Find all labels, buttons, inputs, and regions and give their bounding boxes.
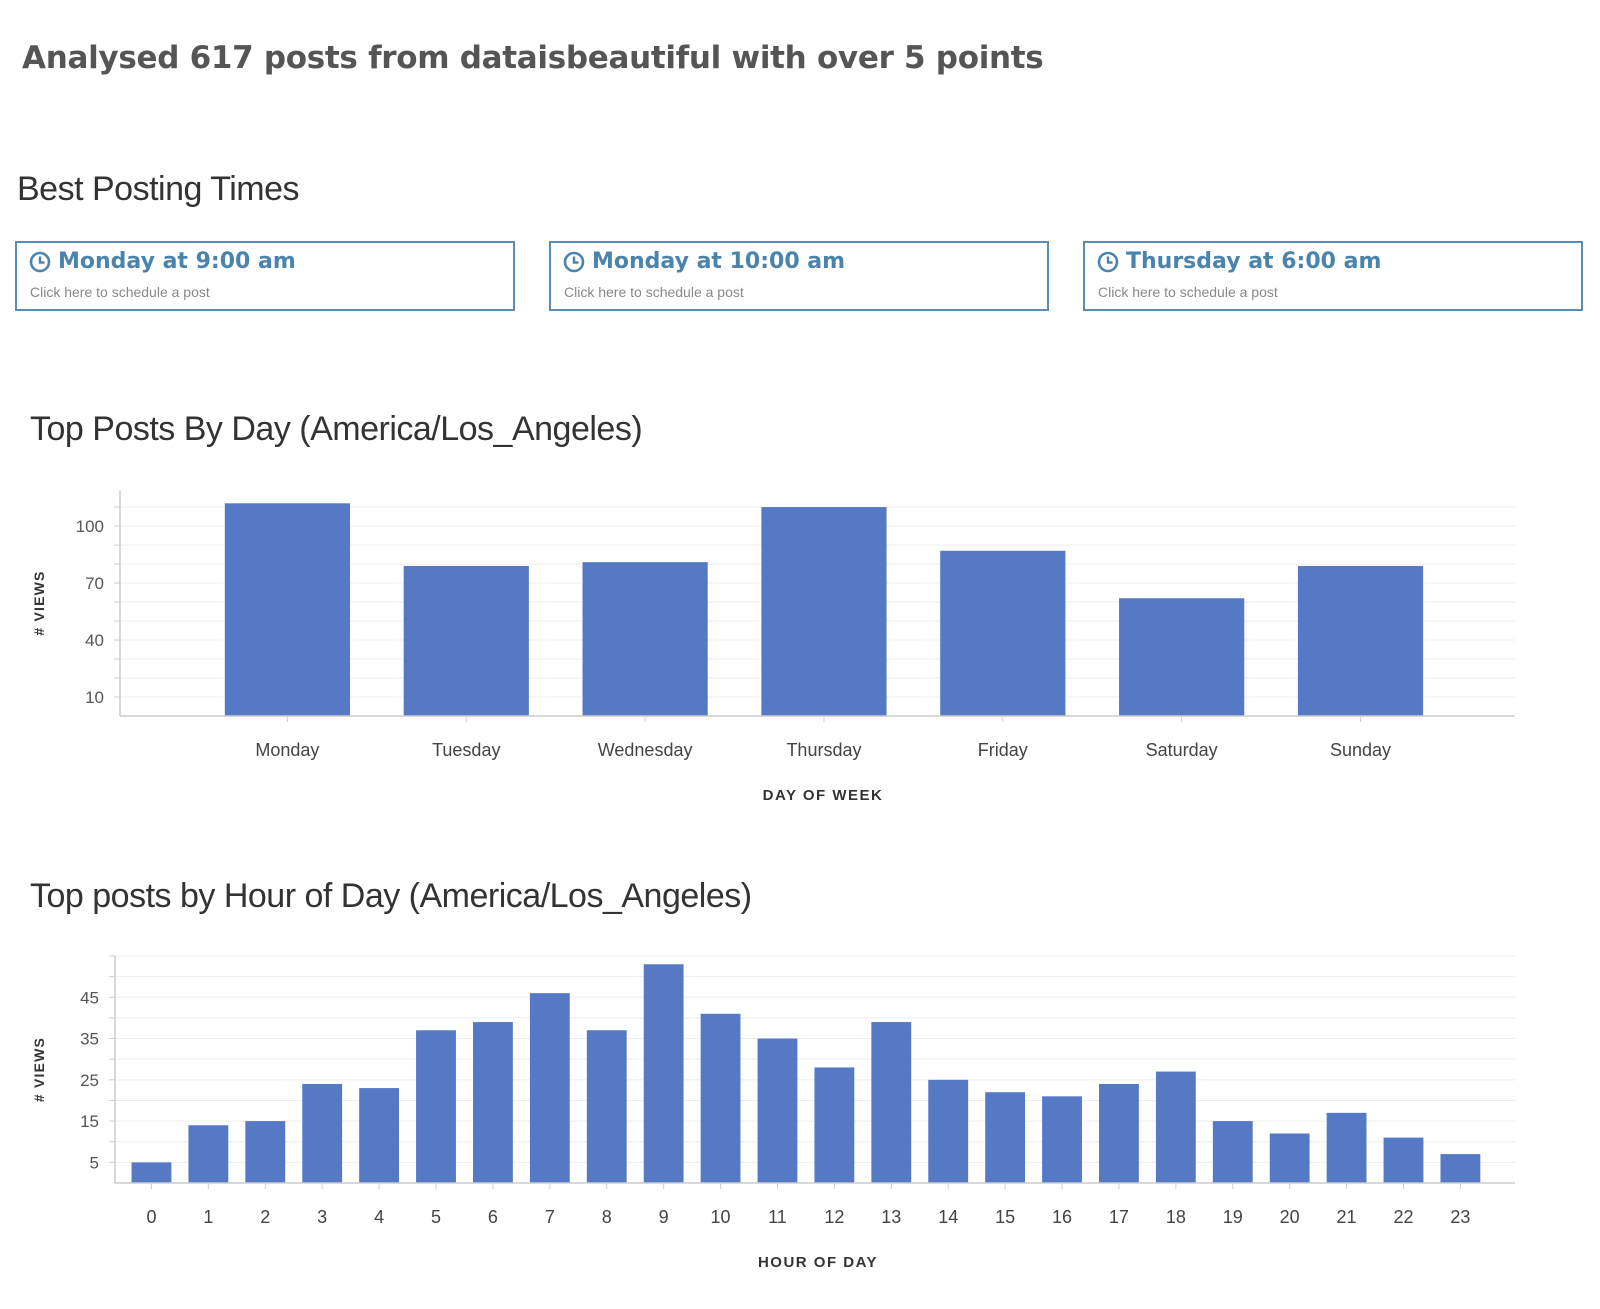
bar-15 — [985, 1092, 1026, 1183]
x-tick-label: Monday — [255, 740, 319, 760]
bar-saturday — [1119, 598, 1245, 716]
clock-icon — [1097, 251, 1119, 272]
bar-21 — [1326, 1112, 1367, 1183]
y-tick-label: 40 — [85, 631, 104, 650]
clock-icon — [29, 251, 51, 272]
x-tick-label: 5 — [431, 1207, 441, 1227]
x-tick-label: 10 — [711, 1207, 731, 1227]
x-tick-label: 3 — [317, 1207, 327, 1227]
bar-13 — [871, 1022, 912, 1183]
bar-22 — [1383, 1137, 1424, 1183]
bar-3 — [302, 1083, 343, 1183]
schedule-hint: Click here to schedule a post — [1098, 284, 1278, 300]
y-tick-label: 5 — [90, 1153, 99, 1172]
bar-17 — [1099, 1083, 1139, 1183]
x-tick-label: 2 — [260, 1207, 270, 1227]
x-tick-label: 0 — [146, 1207, 156, 1227]
x-tick-label: 20 — [1280, 1207, 1300, 1227]
x-tick-label: 7 — [545, 1207, 555, 1227]
schedule-hint: Click here to schedule a post — [30, 284, 210, 300]
x-tick-label: Sunday — [1330, 740, 1391, 760]
bar-23 — [1440, 1154, 1481, 1183]
bar-wednesday — [582, 562, 708, 716]
bar-20 — [1269, 1133, 1310, 1183]
x-tick-label: 22 — [1393, 1207, 1413, 1227]
y-tick-label: 45 — [80, 988, 99, 1007]
bar-10 — [700, 1013, 741, 1183]
x-tick-label: Wednesday — [598, 740, 693, 760]
day-of-week-chart: 10 40 70 100 Monday Tuesday Wednesday Thursday F… — [31, 490, 1515, 804]
bar-5 — [416, 1030, 456, 1183]
y-axis-title: # VIEWS — [31, 1037, 47, 1102]
best-time-label: Thursday at 6:00 am — [1126, 249, 1382, 274]
x-axis-title: HOUR OF DAY — [758, 1254, 878, 1271]
x-tick-label: 19 — [1223, 1207, 1243, 1227]
bar-0 — [131, 1162, 172, 1183]
x-tick-label: 18 — [1166, 1207, 1186, 1227]
schedule-hint: Click here to schedule a post — [564, 284, 744, 300]
bar-19 — [1212, 1121, 1253, 1183]
x-tick-label: Friday — [978, 740, 1028, 760]
y-tick-label: 10 — [85, 688, 104, 707]
best-time-card-2[interactable]: Monday at 10:00 am Click here to schedul… — [549, 241, 1049, 311]
x-tick-label: 12 — [824, 1207, 844, 1227]
x-tick-label: 1 — [203, 1207, 213, 1227]
best-time-label: Monday at 9:00 am — [58, 249, 296, 274]
x-tick-label: 4 — [374, 1207, 384, 1227]
x-axis-title: DAY OF WEEK — [763, 787, 884, 804]
day-chart-title: Top Posts By Day (America/Los_Angeles) — [30, 410, 643, 448]
x-tick-label: 14 — [938, 1207, 958, 1227]
bar-9 — [643, 964, 684, 1183]
x-tick-label: 9 — [659, 1207, 669, 1227]
x-tick-label: 11 — [768, 1207, 787, 1227]
x-tick-label: 21 — [1337, 1207, 1357, 1227]
bar-6 — [473, 1022, 513, 1183]
y-tick-label: 25 — [80, 1071, 99, 1090]
bar-1 — [188, 1125, 229, 1183]
x-tick-label: Thursday — [786, 740, 861, 760]
bar-monday — [224, 503, 351, 716]
best-time-label: Monday at 10:00 am — [592, 249, 846, 274]
x-tick-label: 16 — [1052, 1207, 1072, 1227]
best-times-title: Best Posting Times — [17, 170, 300, 208]
clock-icon — [563, 251, 585, 272]
x-tick-label: 23 — [1450, 1207, 1470, 1227]
y-tick-label: 100 — [76, 517, 104, 536]
bar-12 — [814, 1067, 855, 1183]
best-time-card-3[interactable]: Thursday at 6:00 am Click here to schedu… — [1083, 241, 1583, 311]
bar-7 — [529, 993, 570, 1183]
x-tick-label: 15 — [995, 1207, 1015, 1227]
hour-chart-title: Top posts by Hour of Day (America/Los_An… — [30, 877, 752, 915]
x-tick-label: Saturday — [1146, 740, 1218, 760]
bar-tuesday — [403, 565, 529, 716]
bar-thursday — [761, 507, 887, 716]
x-tick-label: 13 — [881, 1207, 901, 1227]
summary-heading: Analysed 617 posts from dataisbeautiful … — [22, 40, 1044, 76]
y-tick-label: 70 — [85, 574, 104, 593]
bar-sunday — [1297, 565, 1424, 716]
bar-4 — [359, 1088, 400, 1183]
x-tick-label: Tuesday — [432, 740, 500, 760]
y-tick-label: 35 — [80, 1030, 99, 1049]
y-axis-title: # VIEWS — [31, 570, 47, 635]
bar-16 — [1042, 1096, 1082, 1183]
y-tick-label: 15 — [80, 1112, 99, 1131]
bar-friday — [940, 550, 1066, 716]
bar-2 — [245, 1121, 286, 1183]
bar-8 — [586, 1030, 627, 1183]
bar-14 — [928, 1079, 969, 1183]
x-tick-label: 6 — [488, 1207, 498, 1227]
bar-11 — [757, 1038, 798, 1183]
x-tick-label: 17 — [1109, 1207, 1129, 1227]
bar-18 — [1155, 1071, 1196, 1183]
best-time-card-1[interactable]: Monday at 9:00 am Click here to schedule… — [15, 241, 515, 311]
x-tick-label: 8 — [602, 1207, 612, 1227]
